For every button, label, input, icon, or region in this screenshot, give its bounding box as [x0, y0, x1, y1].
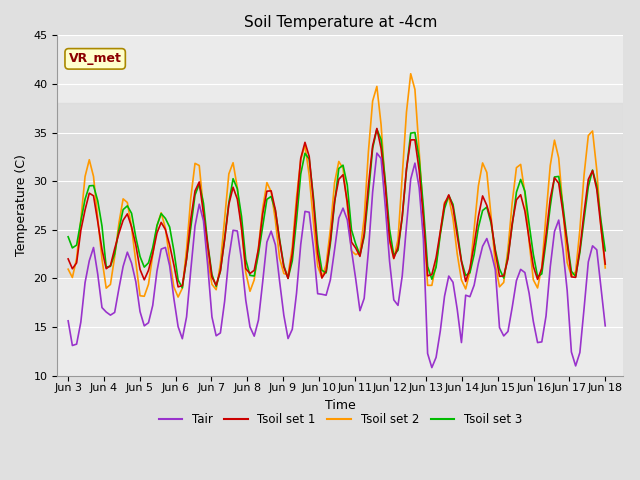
Title: Soil Temperature at -4cm: Soil Temperature at -4cm [244, 15, 437, 30]
Legend: Tair, Tsoil set 1, Tsoil set 2, Tsoil set 3: Tair, Tsoil set 1, Tsoil set 2, Tsoil se… [154, 408, 527, 431]
Bar [58, 103, 623, 278]
X-axis label: Time: Time [325, 399, 356, 412]
Y-axis label: Temperature (C): Temperature (C) [15, 155, 28, 256]
Text: VR_met: VR_met [68, 52, 122, 65]
